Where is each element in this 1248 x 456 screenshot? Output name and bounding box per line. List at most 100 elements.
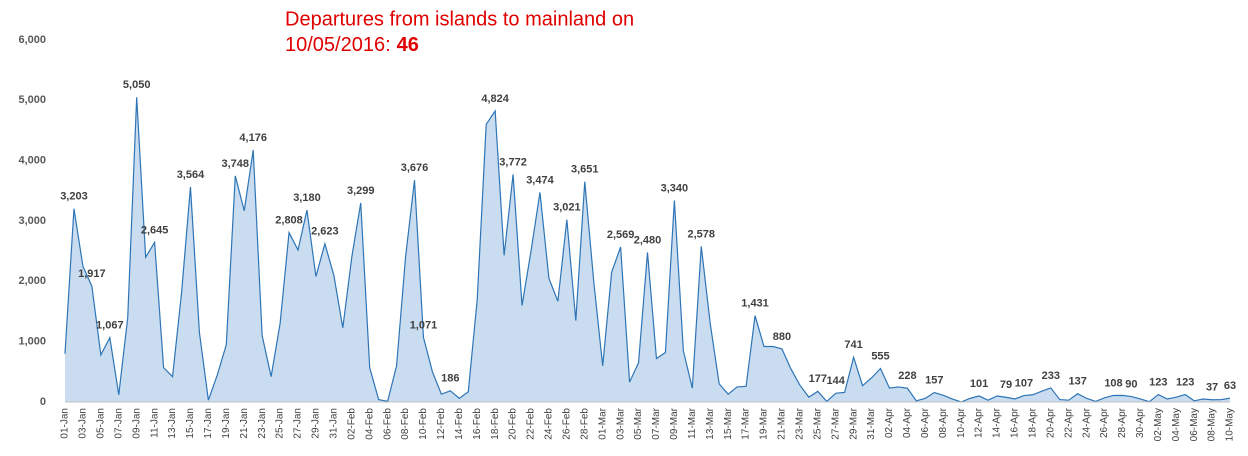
y-tick-label: 6,000 <box>18 34 46 46</box>
data-label: 123 <box>1149 376 1167 388</box>
y-tick-label: 1,000 <box>18 336 46 348</box>
data-label: 3,772 <box>499 156 527 168</box>
data-label: 144 <box>827 375 846 387</box>
x-tick-label: 07-Jan <box>113 408 124 439</box>
data-label: 157 <box>925 374 943 386</box>
data-label: 90 <box>1125 378 1137 390</box>
data-label: 880 <box>773 331 791 343</box>
data-label: 3,021 <box>553 202 581 214</box>
x-tick-label: 29-Jan <box>311 408 322 439</box>
data-label: 228 <box>898 370 916 382</box>
x-tick-label: 11-Jan <box>149 408 160 438</box>
x-tick-label: 19-Jan <box>221 408 232 439</box>
data-label: 3,203 <box>60 191 88 203</box>
data-label: 79 <box>1000 379 1012 391</box>
x-tick-label: 08-Apr <box>938 407 949 438</box>
x-tick-label: 11-Mar <box>687 407 698 439</box>
data-label: 555 <box>871 350 889 362</box>
x-tick-label: 25-Mar <box>812 407 823 439</box>
data-label: 4,824 <box>481 93 509 105</box>
data-label: 3,180 <box>293 192 321 204</box>
x-tick-label: 24-Feb <box>544 408 555 440</box>
data-label: 37 <box>1206 382 1218 394</box>
x-tick-label: 18-Apr <box>1027 407 1038 438</box>
x-tick-label: 07-Mar <box>651 407 662 439</box>
x-tick-label: 24-Apr <box>1081 407 1092 438</box>
x-tick-label: 09-Mar <box>669 407 680 439</box>
chart-title-line: 10/05/2016: 46 <box>285 34 419 56</box>
data-label: 101 <box>970 378 988 390</box>
data-label: 1,071 <box>410 319 438 331</box>
x-tick-label: 21-Jan <box>239 408 250 439</box>
x-tick-label: 12-Apr <box>974 407 985 438</box>
x-tick-label: 21-Mar <box>777 407 788 439</box>
data-label: 3,340 <box>661 182 689 194</box>
x-tick-label: 04-Feb <box>364 408 375 440</box>
x-tick-label: 01-Jan <box>60 408 71 439</box>
x-tick-label: 14-Feb <box>454 408 465 440</box>
x-tick-label: 20-Apr <box>1045 407 1056 438</box>
x-tick-label: 26-Apr <box>1099 407 1110 438</box>
x-tick-label: 01-Mar <box>597 407 608 439</box>
x-tick-label: 10-Apr <box>956 407 967 438</box>
x-tick-label: 10-Feb <box>418 408 429 440</box>
x-tick-label: 13-Mar <box>705 407 716 439</box>
x-tick-label: 04-May <box>1171 408 1182 441</box>
x-tick-label: 18-Feb <box>490 408 501 440</box>
data-label: 3,651 <box>571 164 599 176</box>
data-label: 63 <box>1224 380 1236 392</box>
x-tick-label: 02-May <box>1153 408 1164 441</box>
data-label: 2,480 <box>634 234 662 246</box>
x-tick-label: 25-Jan <box>275 408 286 439</box>
y-tick-label: 0 <box>40 396 46 408</box>
x-tick-label: 29-Mar <box>848 407 859 439</box>
chart-title-date: 10/05/2016: <box>285 34 391 56</box>
x-tick-label: 30-Apr <box>1135 407 1146 438</box>
x-tick-label: 28-Feb <box>579 408 590 440</box>
x-tick-label: 23-Jan <box>257 408 268 439</box>
data-label: 1,917 <box>78 268 106 280</box>
data-label: 177 <box>809 373 827 385</box>
x-tick-label: 06-Feb <box>382 408 393 440</box>
x-tick-label: 02-Feb <box>346 408 357 440</box>
x-tick-label: 23-Mar <box>794 407 805 439</box>
y-tick-label: 3,000 <box>18 215 46 227</box>
chart-title: Departures from islands to mainland on <box>285 8 634 30</box>
x-tick-label: 03-Mar <box>615 407 626 439</box>
x-tick-label: 16-Feb <box>472 408 483 440</box>
x-tick-label: 28-Apr <box>1117 407 1128 438</box>
x-tick-label: 08-Feb <box>400 408 411 440</box>
x-tick-label: 04-Apr <box>902 407 913 438</box>
line <box>64 97 1231 403</box>
x-tick-label: 31-Mar <box>866 407 877 439</box>
x-tick-label: 05-Jan <box>95 408 106 439</box>
data-label: 186 <box>441 373 459 385</box>
data-label: 2,578 <box>688 228 716 240</box>
x-tick-label: 06-May <box>1189 408 1200 441</box>
x-tick-label: 31-Jan <box>328 408 339 439</box>
data-label: 2,569 <box>607 229 635 241</box>
x-tick-label: 12-Feb <box>436 408 447 440</box>
x-tick-label: 19-Mar <box>759 407 770 439</box>
data-label: 2,645 <box>141 224 169 236</box>
data-label: 107 <box>1015 377 1033 389</box>
x-tick-label: 22-Feb <box>526 408 537 440</box>
area <box>65 97 1230 402</box>
data-label: 741 <box>844 339 862 351</box>
x-tick-label: 06-Apr <box>920 407 931 438</box>
data-label: 137 <box>1068 376 1086 388</box>
data-label: 3,474 <box>526 174 554 186</box>
y-tick-label: 4,000 <box>18 155 46 167</box>
data-label: 5,050 <box>123 79 151 91</box>
y-tick-label: 5,000 <box>18 94 46 106</box>
data-label: 3,748 <box>222 158 250 170</box>
x-tick-label: 27-Mar <box>830 407 841 439</box>
data-label: 123 <box>1176 376 1194 388</box>
data-label: 233 <box>1042 370 1060 382</box>
data-label: 2,808 <box>275 214 303 226</box>
data-label: 1,431 <box>741 298 769 310</box>
x-tick-label: 10-May <box>1225 408 1236 441</box>
x-tick-label: 03-Jan <box>78 408 89 439</box>
x-tick-label: 05-Mar <box>633 407 644 439</box>
